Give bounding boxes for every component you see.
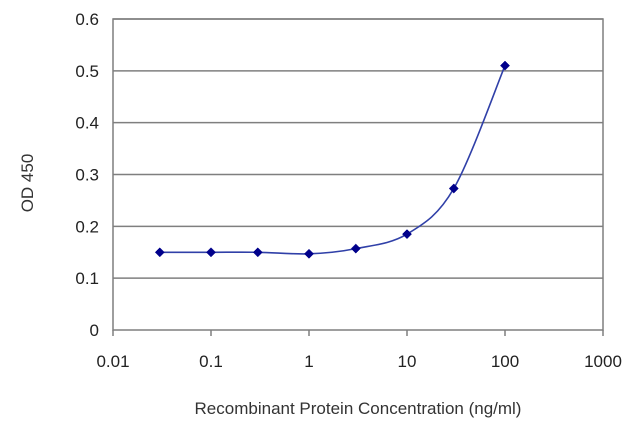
x-axis-tick-labels: 0.01 0.1 1 10 100 1000 (96, 352, 621, 371)
data-point (402, 229, 412, 240)
data-point (500, 60, 510, 71)
x-tick-label: 100 (491, 352, 519, 371)
x-tick-label: 10 (398, 352, 417, 371)
y-tick-label: 0.6 (75, 10, 99, 29)
y-tick-label: 0 (90, 321, 99, 340)
y-tick-label: 0.2 (75, 217, 99, 236)
data-series (154, 60, 510, 259)
data-point (206, 247, 216, 258)
x-tick-label: 1000 (584, 352, 622, 371)
series-line (159, 65, 506, 255)
y-axis-tick-labels: 0 0.1 0.2 0.3 0.4 0.5 0.6 (75, 10, 99, 340)
data-point (448, 183, 459, 194)
y-tick-label: 0.3 (75, 166, 99, 185)
x-axis-title: Recombinant Protein Concentration (ng/ml… (195, 399, 522, 418)
y-axis-title: OD 450 (18, 154, 37, 213)
data-point (350, 243, 361, 254)
plot-area-border (112, 18, 604, 331)
x-tick-label: 1 (304, 352, 313, 371)
x-axis-ticks (112, 330, 604, 336)
x-tick-label: 0.1 (199, 352, 223, 371)
x-tick-label: 0.01 (96, 352, 129, 371)
data-point (304, 248, 314, 259)
y-tick-label: 0.4 (75, 114, 99, 133)
data-point (252, 247, 263, 258)
data-point (154, 247, 165, 258)
y-tick-label: 0.1 (75, 269, 99, 288)
y-tick-label: 0.5 (75, 62, 99, 81)
